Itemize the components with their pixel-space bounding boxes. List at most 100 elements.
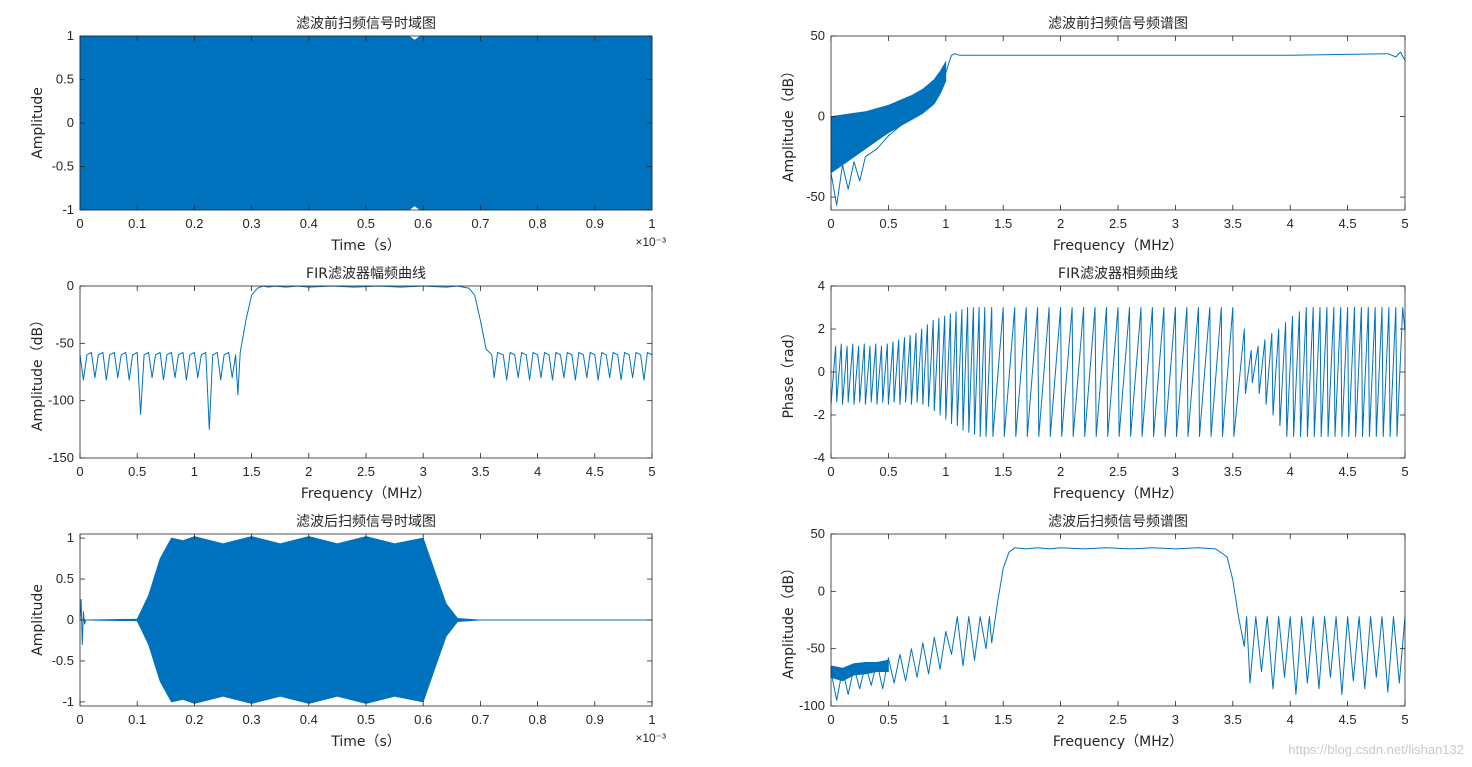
y-tick-label: -50	[806, 641, 825, 656]
x-tick-label: 0	[827, 216, 834, 231]
y-axis-label: Amplitude	[30, 584, 46, 656]
x-tick-label: 1	[648, 216, 655, 231]
y-tick-label: 50	[811, 28, 825, 43]
series-0-envelope	[830, 659, 889, 682]
y-tick-label: -100	[799, 698, 825, 713]
x-tick-label: 1	[942, 712, 949, 727]
series-1-line	[830, 51, 1406, 206]
series-1-line	[830, 547, 1406, 701]
y-axis-label: Phase（rad）	[781, 325, 797, 418]
x-tick-label: 2.5	[1109, 216, 1127, 231]
x-axis-label: Time（s）	[330, 238, 401, 254]
x-tick-label: 1	[942, 464, 949, 479]
x-tick-label: 3	[1172, 712, 1179, 727]
x-tick-label: 1.5	[243, 464, 261, 479]
y-tick-label: 0.5	[56, 571, 74, 586]
x-tick-label: 0.4	[300, 216, 318, 231]
x-tick-label: 0.3	[243, 216, 261, 231]
x-tick-label: 1	[942, 216, 949, 231]
y-tick-label: -2	[813, 407, 825, 422]
x-tick-label: 5	[648, 464, 655, 479]
y-tick-label: -100	[48, 393, 74, 408]
x-tick-label: 0.1	[128, 712, 146, 727]
x-tick-label: 5	[1401, 712, 1408, 727]
y-axis-label: Amplitude（dB）	[30, 313, 46, 431]
y-tick-label: 0	[67, 115, 74, 130]
x-axis-label: Frequency（MHz）	[1053, 238, 1183, 254]
x-tick-label: 0.5	[879, 216, 897, 231]
x-tick-label: 2.5	[1109, 464, 1127, 479]
series-1-line	[79, 599, 652, 646]
x-tick-label: 4.5	[1339, 712, 1357, 727]
x-tick-label: 2.5	[357, 464, 375, 479]
x-tick-label: 0.3	[243, 712, 261, 727]
y-tick-label: 0	[818, 583, 825, 598]
y-axis-label: Amplitude	[30, 87, 46, 159]
x-axis-label: Time（s）	[330, 734, 401, 750]
x-tick-label: 3.5	[1224, 216, 1242, 231]
y-tick-label: -0.5	[52, 159, 74, 174]
x-tick-label: 0.8	[529, 712, 547, 727]
y-tick-label: -1	[62, 202, 74, 217]
x-tick-label: 0	[76, 216, 83, 231]
x-tick-label: 0.1	[128, 216, 146, 231]
x-tick-label: 0.7	[471, 712, 489, 727]
x-tick-label: 0.8	[529, 216, 547, 231]
y-tick-label: 1	[67, 28, 74, 43]
y-tick-label: 4	[818, 278, 825, 293]
watermark-text: https://blog.csdn.net/lishan132	[1288, 742, 1464, 757]
x-tick-label: 5	[1401, 216, 1408, 231]
plot-spectrum-after: 0 0.5 1 1.5 2 2.5 3 3.5 4 4.5 5 -100 -50 0 50 滤波后扫频信号频谱…	[781, 514, 1409, 750]
x-tick-label: 0.7	[471, 216, 489, 231]
x-tick-label: 0.5	[879, 712, 897, 727]
x-tick-label: 0.5	[357, 712, 375, 727]
x-exponent-label: ×10⁻³	[635, 731, 666, 745]
x-tick-label: 0.5	[357, 216, 375, 231]
x-tick-label: 1.5	[994, 464, 1012, 479]
y-tick-label: -4	[813, 450, 825, 465]
x-tick-label: 3.5	[471, 464, 489, 479]
x-tick-label: 0.5	[128, 464, 146, 479]
x-tick-label: 2	[1057, 216, 1064, 231]
axes-box	[830, 533, 1406, 707]
axes-box	[79, 285, 653, 459]
chart-title: FIR滤波器幅频曲线	[306, 266, 426, 282]
x-tick-label: 0.4	[300, 712, 318, 727]
x-tick-label: 4	[534, 464, 541, 479]
x-tick-label: 1	[648, 712, 655, 727]
x-tick-label: 1	[191, 464, 198, 479]
chart-title: 滤波后扫频信号时域图	[296, 514, 436, 530]
chart-title: 滤波前扫频信号时域图	[296, 15, 436, 32]
y-tick-label: 50	[811, 526, 825, 541]
y-tick-label: -150	[48, 450, 74, 465]
y-tick-label: -0.5	[52, 653, 74, 668]
y-tick-label: -50	[55, 335, 74, 350]
x-tick-label: 4.5	[1339, 464, 1357, 479]
x-tick-label: 2	[1057, 712, 1064, 727]
x-tick-label: 0.2	[185, 216, 203, 231]
series-0-envelope	[79, 35, 653, 211]
x-tick-label: 4	[1287, 712, 1294, 727]
plot-spectrum-before: 0 0.5 1 1.5 2 2.5 3 3.5 4 4.5 5-50050滤波前扫频信号频谱图Fre…	[781, 15, 1409, 254]
x-tick-label: 1.5	[994, 712, 1012, 727]
y-tick-label: 0	[67, 278, 74, 293]
x-tick-label: 3.5	[1224, 464, 1242, 479]
series-0-line	[830, 307, 1406, 437]
series-0-envelope	[830, 60, 947, 174]
x-tick-label: 0.6	[414, 216, 432, 231]
x-axis-label: Frequency（MHz）	[1053, 486, 1183, 502]
x-tick-label: 2	[1057, 464, 1064, 479]
plot-time-before: 0 0.1 0.2 0.3 0.4 0.5 0.6 0.7 0.8 0.9 1 -1 -0.5 0 0.5 1…	[30, 15, 666, 254]
y-tick-label: 0	[818, 109, 825, 124]
x-tick-label: 0.6	[414, 712, 432, 727]
plot-fir-phase: 0 0.5 1 1.5 2 2.5 3 3.5 4 4.5 5 -4 -2 0 2 4 FIR滤波器相频曲线 Fr…	[781, 266, 1409, 502]
x-exponent-label: ×10⁻³	[635, 235, 666, 249]
x-tick-label: 0.9	[586, 712, 604, 727]
x-tick-label: 0	[827, 464, 834, 479]
x-tick-label: 2	[305, 464, 312, 479]
x-axis-label: Frequency（MHz）	[1053, 734, 1183, 750]
x-tick-label: 0	[76, 712, 83, 727]
x-tick-label: 1.5	[994, 216, 1012, 231]
chart-title: FIR滤波器相频曲线	[1058, 266, 1178, 282]
